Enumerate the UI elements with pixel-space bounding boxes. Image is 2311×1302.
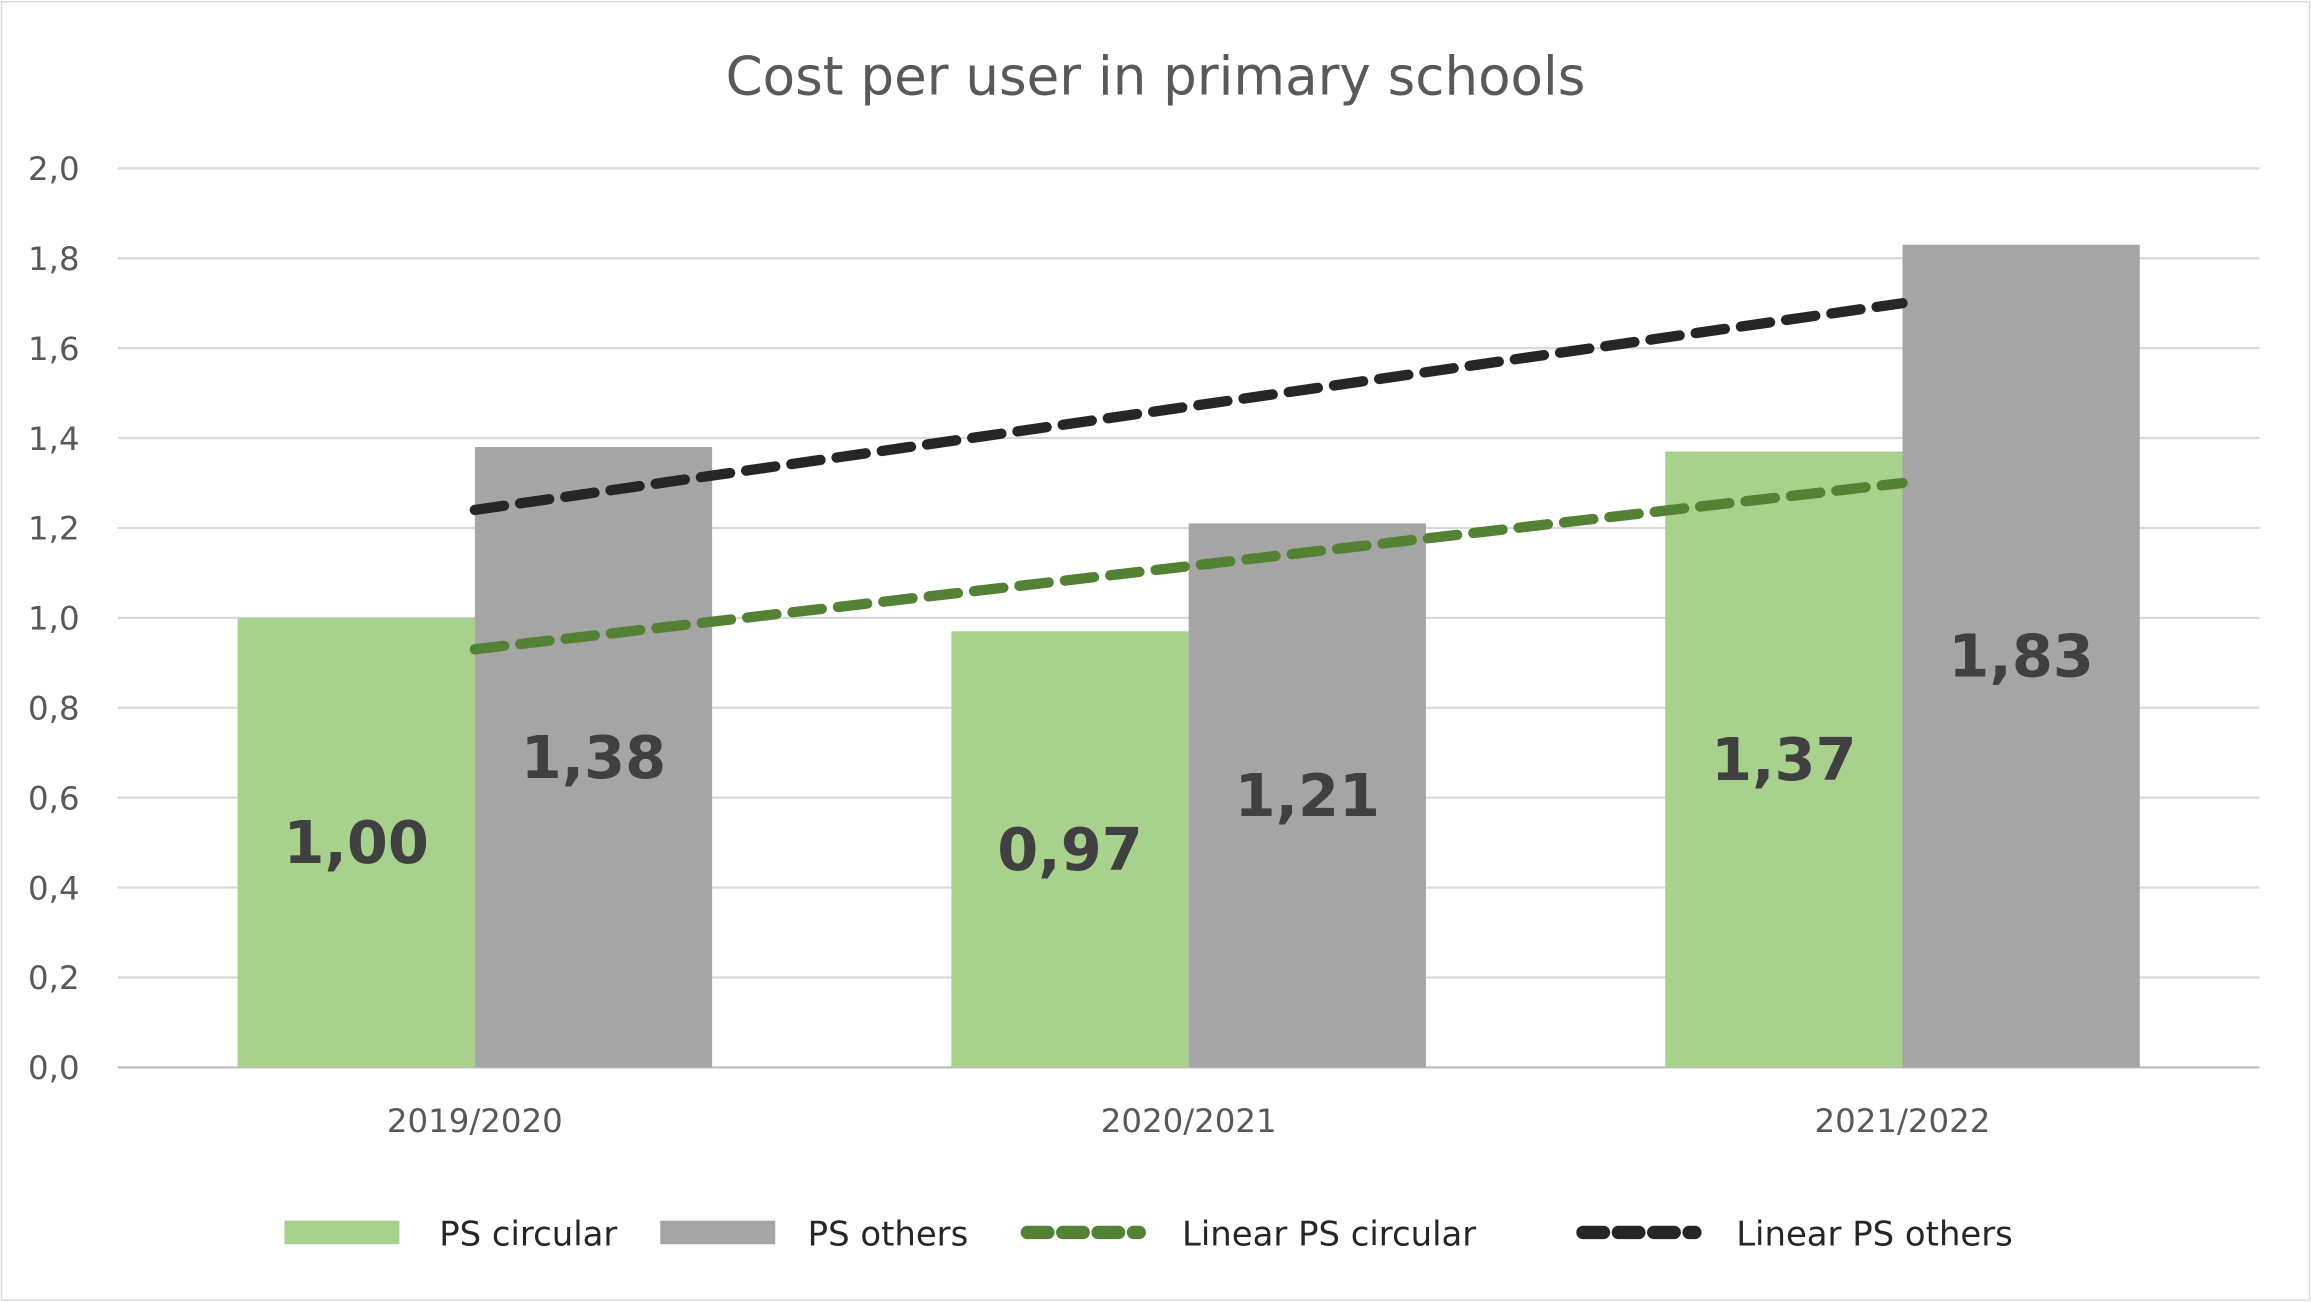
x-tick-label: 2019/2020 <box>387 1102 563 1140</box>
legend-item: PS circular <box>284 1215 617 1254</box>
bar-ps-circular <box>1665 451 1903 1068</box>
y-tick-label: 0,4 <box>28 869 80 907</box>
bar-ps-circular <box>951 631 1189 1068</box>
y-tick-label: 1,8 <box>28 240 80 278</box>
data-label: 0,97 <box>997 815 1142 884</box>
legend-swatch <box>284 1220 400 1245</box>
legend-swatch <box>660 1220 776 1245</box>
chart-title: Cost per user in primary schools <box>726 46 1586 108</box>
trendline-linear-ps-circular <box>469 477 1908 655</box>
legend-label: Linear PS others <box>1736 1215 2013 1254</box>
legend-item: Linear PS circular <box>1020 1215 1476 1254</box>
legend-label: PS circular <box>439 1215 617 1254</box>
legend-label: Linear PS circular <box>1182 1215 1476 1254</box>
x-tick-label: 2021/2022 <box>1815 1102 1991 1140</box>
data-label: 1,21 <box>1235 761 1380 830</box>
legend-item: PS others <box>660 1215 968 1254</box>
y-tick-label: 0,8 <box>28 690 80 728</box>
y-tick-label: 1,2 <box>28 510 80 548</box>
bar-ps-circular <box>237 617 475 1068</box>
bar-ps-others <box>1188 523 1426 1068</box>
bar-ps-others <box>474 447 713 1068</box>
data-label: 1,38 <box>521 723 666 792</box>
y-tick-label: 2,0 <box>28 150 80 188</box>
trendline-linear-ps-others <box>469 298 1908 516</box>
y-tick-label: 0,6 <box>28 779 80 817</box>
y-tick-label: 1,6 <box>28 330 80 368</box>
y-tick-label: 0,0 <box>28 1049 80 1087</box>
y-tick-label: 1,0 <box>28 600 80 638</box>
legend-item: Linear PS others <box>1576 1215 2013 1254</box>
y-tick-label: 1,4 <box>28 420 80 458</box>
bar-ps-others <box>1902 244 2140 1068</box>
data-label: 1,83 <box>1948 622 2093 691</box>
x-tick-label: 2020/2021 <box>1101 1102 1277 1140</box>
y-tick-label: 0,2 <box>28 959 80 997</box>
legend-label: PS others <box>808 1215 969 1254</box>
data-label: 1,00 <box>283 808 428 877</box>
data-label: 1,37 <box>1711 725 1856 794</box>
